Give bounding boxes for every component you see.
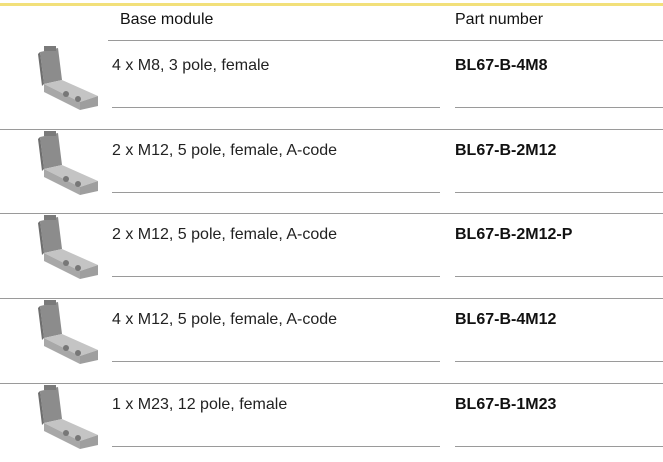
cell-rule <box>455 192 663 193</box>
module-description: 2 x M12, 5 pole, female, A-code <box>112 226 338 243</box>
cell-rule <box>455 107 663 108</box>
row-rule <box>0 383 663 384</box>
row-rule <box>0 213 663 214</box>
module-image <box>38 46 98 110</box>
row-rule <box>0 129 663 130</box>
module-image <box>38 131 98 195</box>
part-number: BL67-B-2M12 <box>455 142 557 159</box>
cell-rule <box>112 361 440 362</box>
row-rule <box>0 298 663 299</box>
cell-rule <box>112 446 440 447</box>
cell-rule <box>455 276 663 277</box>
cell-rule <box>112 276 440 277</box>
column-header: Part number <box>455 11 544 28</box>
module-image <box>38 300 98 364</box>
header-rule <box>108 40 663 41</box>
part-number: BL67-B-4M8 <box>455 57 548 74</box>
cell-rule <box>455 361 663 362</box>
cell-rule <box>455 446 663 447</box>
module-image <box>38 385 98 449</box>
module-description: 1 x M23, 12 pole, female <box>112 396 288 413</box>
part-number: BL67-B-4M12 <box>455 311 557 328</box>
cell-rule <box>112 192 440 193</box>
part-number: BL67-B-2M12-P <box>455 226 573 243</box>
module-description: 2 x M12, 5 pole, female, A-code <box>112 142 338 159</box>
cell-rule <box>112 107 440 108</box>
part-number: BL67-B-1M23 <box>455 396 557 413</box>
module-description: 4 x M8, 3 pole, female <box>112 57 270 74</box>
top-rule <box>0 3 663 6</box>
module-description: 4 x M12, 5 pole, female, A-code <box>112 311 338 328</box>
column-header: Base module <box>120 11 214 28</box>
module-image <box>38 215 98 279</box>
